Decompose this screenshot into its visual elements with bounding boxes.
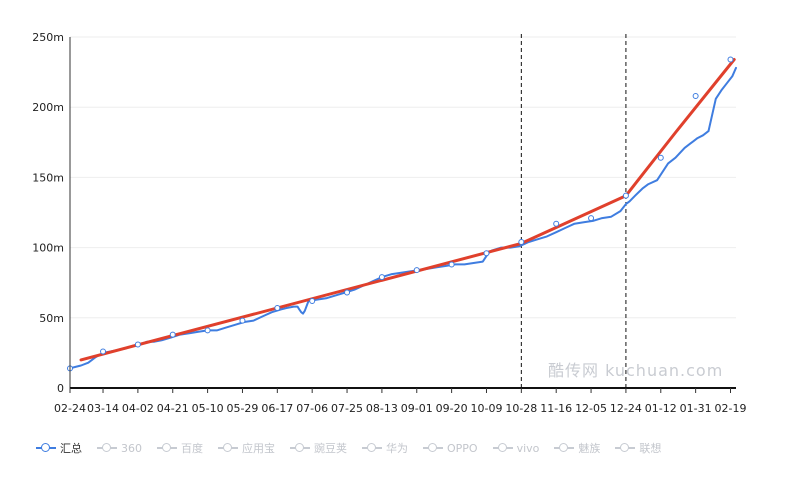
x-tick-label: 09-20	[436, 402, 468, 415]
legend-line-marker-icon	[615, 443, 636, 453]
series-line-total	[69, 66, 737, 370]
y-tick-label: 50m	[39, 312, 64, 325]
data-point	[169, 331, 176, 338]
legend-item[interactable]: 360	[97, 442, 142, 455]
legend-line-marker-icon	[554, 443, 575, 453]
legend-item-label: 豌豆荚	[314, 442, 347, 455]
legend-item[interactable]: 联想	[615, 440, 661, 456]
watermark-text: 酷传网 kuchuan.com	[548, 361, 723, 380]
data-point	[100, 348, 107, 355]
x-tick-label: 08-13	[366, 402, 398, 415]
x-tick-label: 02-24	[54, 402, 86, 415]
data-point	[239, 317, 246, 324]
data-point	[553, 220, 560, 227]
x-tick-label: 10-28	[505, 402, 537, 415]
legend-item-label: 应用宝	[242, 442, 275, 455]
legend-line-marker-icon	[157, 443, 177, 453]
data-point	[309, 297, 316, 304]
series-lines	[69, 58, 737, 370]
x-tick-label: 01-31	[680, 402, 712, 415]
data-point	[588, 215, 595, 222]
x-tick-label: 04-02	[122, 402, 154, 415]
y-tick-label: 150m	[32, 171, 64, 184]
y-axis-ticks: 0 50m 100m 150m 200m 250m	[32, 31, 64, 395]
legend-line-marker-icon	[362, 443, 382, 453]
x-tick-label: 04-21	[157, 402, 189, 415]
legend-item[interactable]: 百度	[157, 440, 203, 456]
data-point	[413, 267, 420, 274]
y-tick-label: 100m	[32, 242, 64, 255]
data-point	[378, 274, 385, 281]
x-tick-label: 07-25	[331, 402, 363, 415]
series-line-trend	[79, 58, 736, 362]
legend-line-marker-icon	[97, 443, 117, 453]
x-tick-label: 07-06	[296, 402, 328, 415]
y-tick-label: 250m	[32, 31, 64, 44]
legend-item-label: 百度	[181, 442, 203, 455]
legend-line-marker-icon	[218, 443, 238, 453]
legend-item[interactable]: 应用宝	[218, 440, 275, 456]
legend-item-label: OPPO	[447, 441, 478, 455]
x-axis-ticks: 02-24 03-14 04-02 04-21 05-10 05-29 06-17 07-06…	[54, 388, 746, 415]
legend-line-marker-icon	[290, 443, 310, 453]
data-point	[134, 341, 141, 348]
data-point	[518, 238, 525, 245]
x-tick-label: 02-19	[715, 402, 747, 415]
legend-line-marker-icon	[36, 443, 56, 453]
data-point	[344, 289, 351, 296]
data-point	[274, 304, 281, 311]
x-tick-label: 01-12	[645, 402, 677, 415]
data-point	[692, 92, 699, 99]
x-tick-label: 09-01	[401, 402, 433, 415]
legend-item-label: 联想	[639, 442, 662, 455]
grid-lines	[70, 36, 736, 319]
legend-item[interactable]: 华为	[362, 440, 408, 456]
data-point	[727, 56, 734, 63]
legend-line-marker-icon	[492, 443, 513, 453]
legend-item[interactable]: 汇总	[36, 440, 82, 456]
legend-item-label: 魅族	[578, 442, 601, 455]
legend-item-label: 汇总	[60, 442, 82, 455]
x-tick-label: 12-05	[575, 402, 607, 415]
data-point	[657, 154, 664, 161]
data-point	[622, 192, 629, 199]
legend-item-label: vivo	[516, 441, 540, 455]
data-point	[448, 261, 455, 268]
x-tick-label: 06-17	[261, 402, 293, 415]
legend-item[interactable]: 豌豆荚	[290, 440, 347, 456]
x-tick-label: 03-14	[87, 402, 119, 415]
legend-item[interactable]: 魅族	[554, 440, 600, 456]
period-dividers	[520, 34, 627, 388]
line-chart: 酷传网 kuchuan.com 0 50m 100m 150m 200m 250m 02-…	[32, 31, 746, 415]
legend-item[interactable]: vivo	[492, 441, 540, 455]
y-tick-label: 0	[57, 382, 64, 395]
x-tick-label: 05-29	[226, 402, 258, 415]
y-tick-label: 200m	[32, 101, 64, 114]
data-point	[204, 327, 211, 334]
legend-line-marker-icon	[423, 443, 443, 453]
legend-item-label: 华为	[386, 442, 408, 455]
x-tick-label: 05-10	[192, 402, 224, 415]
x-tick-label: 10-09	[470, 402, 502, 415]
x-tick-label: 11-16	[540, 402, 572, 415]
series-markers	[67, 56, 734, 372]
legend-item-label: 360	[121, 441, 142, 455]
x-tick-label: 12-24	[610, 402, 642, 415]
legend: 汇总 360 百度 应用宝 豌豆荚 华为 OPPO vivo 魅族 联想	[36, 440, 676, 456]
axes	[69, 37, 736, 389]
data-point	[483, 250, 490, 257]
legend-item[interactable]: OPPO	[423, 442, 478, 455]
